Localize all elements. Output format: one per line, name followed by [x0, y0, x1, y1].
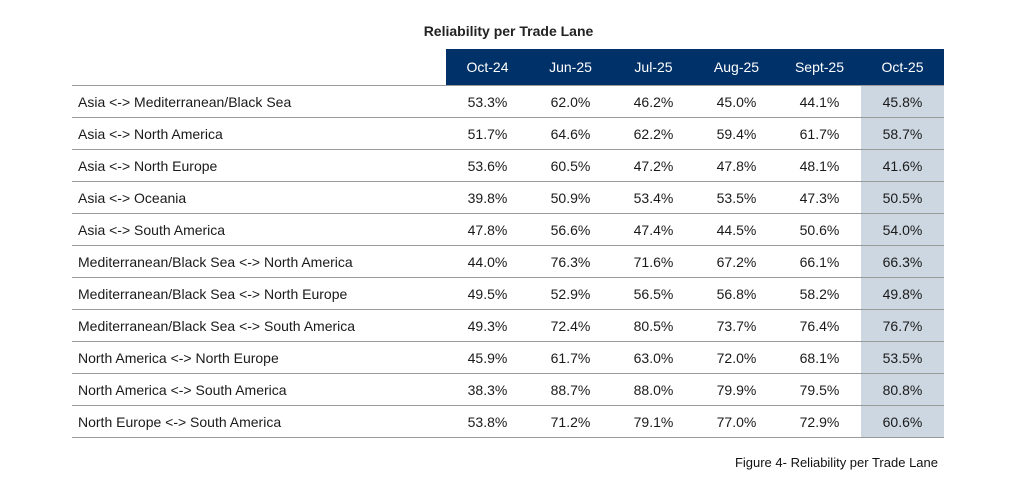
- reliability-cell: 80.5%: [612, 309, 695, 342]
- reliability-cell: 73.7%: [695, 309, 778, 342]
- reliability-cell: 52.9%: [529, 277, 612, 310]
- reliability-cell: 60.6%: [861, 405, 944, 438]
- trade-lane-label: Asia <-> North America: [72, 117, 446, 150]
- reliability-cell: 88.7%: [529, 373, 612, 406]
- reliability-cell: 76.4%: [778, 309, 861, 342]
- table-row: Asia <-> Mediterranean/Black Sea 53.3% 62.…: [72, 85, 944, 118]
- table-row: Asia <-> North America 51.7% 64.6% 62.2% 59.…: [72, 117, 944, 150]
- column-header: Oct-24: [446, 49, 529, 86]
- reliability-cell: 47.8%: [446, 213, 529, 246]
- table-row: Asia <-> South America 47.8% 56.6% 47.4% 44.…: [72, 213, 944, 246]
- reliability-cell: 47.8%: [695, 149, 778, 182]
- reliability-cell: 56.5%: [612, 277, 695, 310]
- reliability-cell: 47.4%: [612, 213, 695, 246]
- table-row: Mediterranean/Black Sea <-> South Americ…: [72, 309, 944, 342]
- reliability-cell: 38.3%: [446, 373, 529, 406]
- reliability-cell: 71.6%: [612, 245, 695, 278]
- reliability-cell: 49.3%: [446, 309, 529, 342]
- reliability-cell: 53.5%: [695, 181, 778, 214]
- reliability-cell: 44.5%: [695, 213, 778, 246]
- reliability-cell: 63.0%: [612, 341, 695, 374]
- reliability-cell: 53.6%: [446, 149, 529, 182]
- reliability-cell: 45.0%: [695, 85, 778, 118]
- column-header: Sept-25: [778, 49, 861, 86]
- reliability-cell: 58.7%: [861, 117, 944, 150]
- reliability-cell: 54.0%: [861, 213, 944, 246]
- reliability-cell: 61.7%: [778, 117, 861, 150]
- reliability-cell: 64.6%: [529, 117, 612, 150]
- trade-lane-label: North America <-> South America: [72, 373, 446, 406]
- table-row: Asia <-> North Europe 53.6% 60.5% 47.2% 47.8…: [72, 149, 944, 182]
- column-header: Jun-25: [529, 49, 612, 86]
- reliability-cell: 72.9%: [778, 405, 861, 438]
- reliability-cell: 56.6%: [529, 213, 612, 246]
- table-row: Mediterranean/Black Sea <-> North Europe…: [72, 277, 944, 310]
- reliability-cell: 49.8%: [861, 277, 944, 310]
- header-row: Oct-24 Jun-25 Jul-25 Aug-25 Sept-25 Oct-25: [72, 49, 944, 86]
- trade-lane-label: Mediterranean/Black Sea <-> North Europe: [72, 277, 446, 310]
- table-row: North America <-> North Europe 45.9% 61.7%…: [72, 341, 944, 374]
- reliability-cell: 59.4%: [695, 117, 778, 150]
- trade-lane-label: North Europe <-> South America: [72, 405, 446, 438]
- trade-lane-label: Mediterranean/Black Sea <-> North Americ…: [72, 245, 446, 278]
- reliability-cell: 79.9%: [695, 373, 778, 406]
- table-row: North America <-> South America 38.3% 88.7…: [72, 373, 944, 406]
- trade-lane-label: Asia <-> Mediterranean/Black Sea: [72, 85, 446, 118]
- reliability-cell: 77.0%: [695, 405, 778, 438]
- table-row: Asia <-> Oceania 39.8% 50.9% 53.4% 53.5% 47.3…: [72, 181, 944, 214]
- reliability-cell: 44.0%: [446, 245, 529, 278]
- reliability-cell: 48.1%: [778, 149, 861, 182]
- reliability-cell: 53.3%: [446, 85, 529, 118]
- reliability-cell: 62.2%: [612, 117, 695, 150]
- reliability-cell: 50.5%: [861, 181, 944, 214]
- figure-caption: Figure 4- Reliability per Trade Lane: [734, 455, 938, 470]
- reliability-cell: 66.1%: [778, 245, 861, 278]
- reliability-cell: 41.6%: [861, 149, 944, 182]
- reliability-cell: 50.9%: [529, 181, 612, 214]
- trade-lane-label: Asia <-> Oceania: [72, 181, 446, 214]
- reliability-cell: 88.0%: [612, 373, 695, 406]
- reliability-cell: 66.3%: [861, 245, 944, 278]
- table-row: Mediterranean/Black Sea <-> North Americ…: [72, 245, 944, 278]
- reliability-cell: 72.0%: [695, 341, 778, 374]
- trade-lane-label: Asia <-> South America: [72, 213, 446, 246]
- reliability-cell: 79.5%: [778, 373, 861, 406]
- reliability-cell: 62.0%: [529, 85, 612, 118]
- reliability-cell: 50.6%: [778, 213, 861, 246]
- reliability-cell: 56.8%: [695, 277, 778, 310]
- reliability-cell: 67.2%: [695, 245, 778, 278]
- header-blank: [72, 49, 446, 86]
- trade-lane-label: North America <-> North Europe: [72, 341, 446, 374]
- reliability-table: Oct-24 Jun-25 Jul-25 Aug-25 Sept-25 Oct-25 As…: [72, 49, 944, 438]
- trade-lane-label: Asia <-> North Europe: [72, 149, 446, 182]
- reliability-cell: 72.4%: [529, 309, 612, 342]
- reliability-cell: 47.3%: [778, 181, 861, 214]
- reliability-cell: 80.8%: [861, 373, 944, 406]
- reliability-cell: 79.1%: [612, 405, 695, 438]
- reliability-cell: 68.1%: [778, 341, 861, 374]
- reliability-cell: 71.2%: [529, 405, 612, 438]
- reliability-cell: 53.8%: [446, 405, 529, 438]
- reliability-cell: 58.2%: [778, 277, 861, 310]
- reliability-cell: 47.2%: [612, 149, 695, 182]
- reliability-cell: 53.5%: [861, 341, 944, 374]
- reliability-cell: 76.7%: [861, 309, 944, 342]
- column-header: Aug-25: [695, 49, 778, 86]
- table-title: Reliability per Trade Lane: [423, 23, 594, 39]
- reliability-cell: 44.1%: [778, 85, 861, 118]
- reliability-cell: 45.8%: [861, 85, 944, 118]
- reliability-cell: 76.3%: [529, 245, 612, 278]
- reliability-cell: 39.8%: [446, 181, 529, 214]
- reliability-cell: 45.9%: [446, 341, 529, 374]
- reliability-cell: 53.4%: [612, 181, 695, 214]
- column-header: Jul-25: [612, 49, 695, 86]
- reliability-cell: 61.7%: [529, 341, 612, 374]
- table-row: North Europe <-> South America 53.8% 71.2%…: [72, 405, 944, 438]
- reliability-cell: 49.5%: [446, 277, 529, 310]
- reliability-cell: 51.7%: [446, 117, 529, 150]
- trade-lane-label: Mediterranean/Black Sea <-> South Americ…: [72, 309, 446, 342]
- reliability-cell: 60.5%: [529, 149, 612, 182]
- column-header: Oct-25: [861, 49, 944, 86]
- reliability-cell: 46.2%: [612, 85, 695, 118]
